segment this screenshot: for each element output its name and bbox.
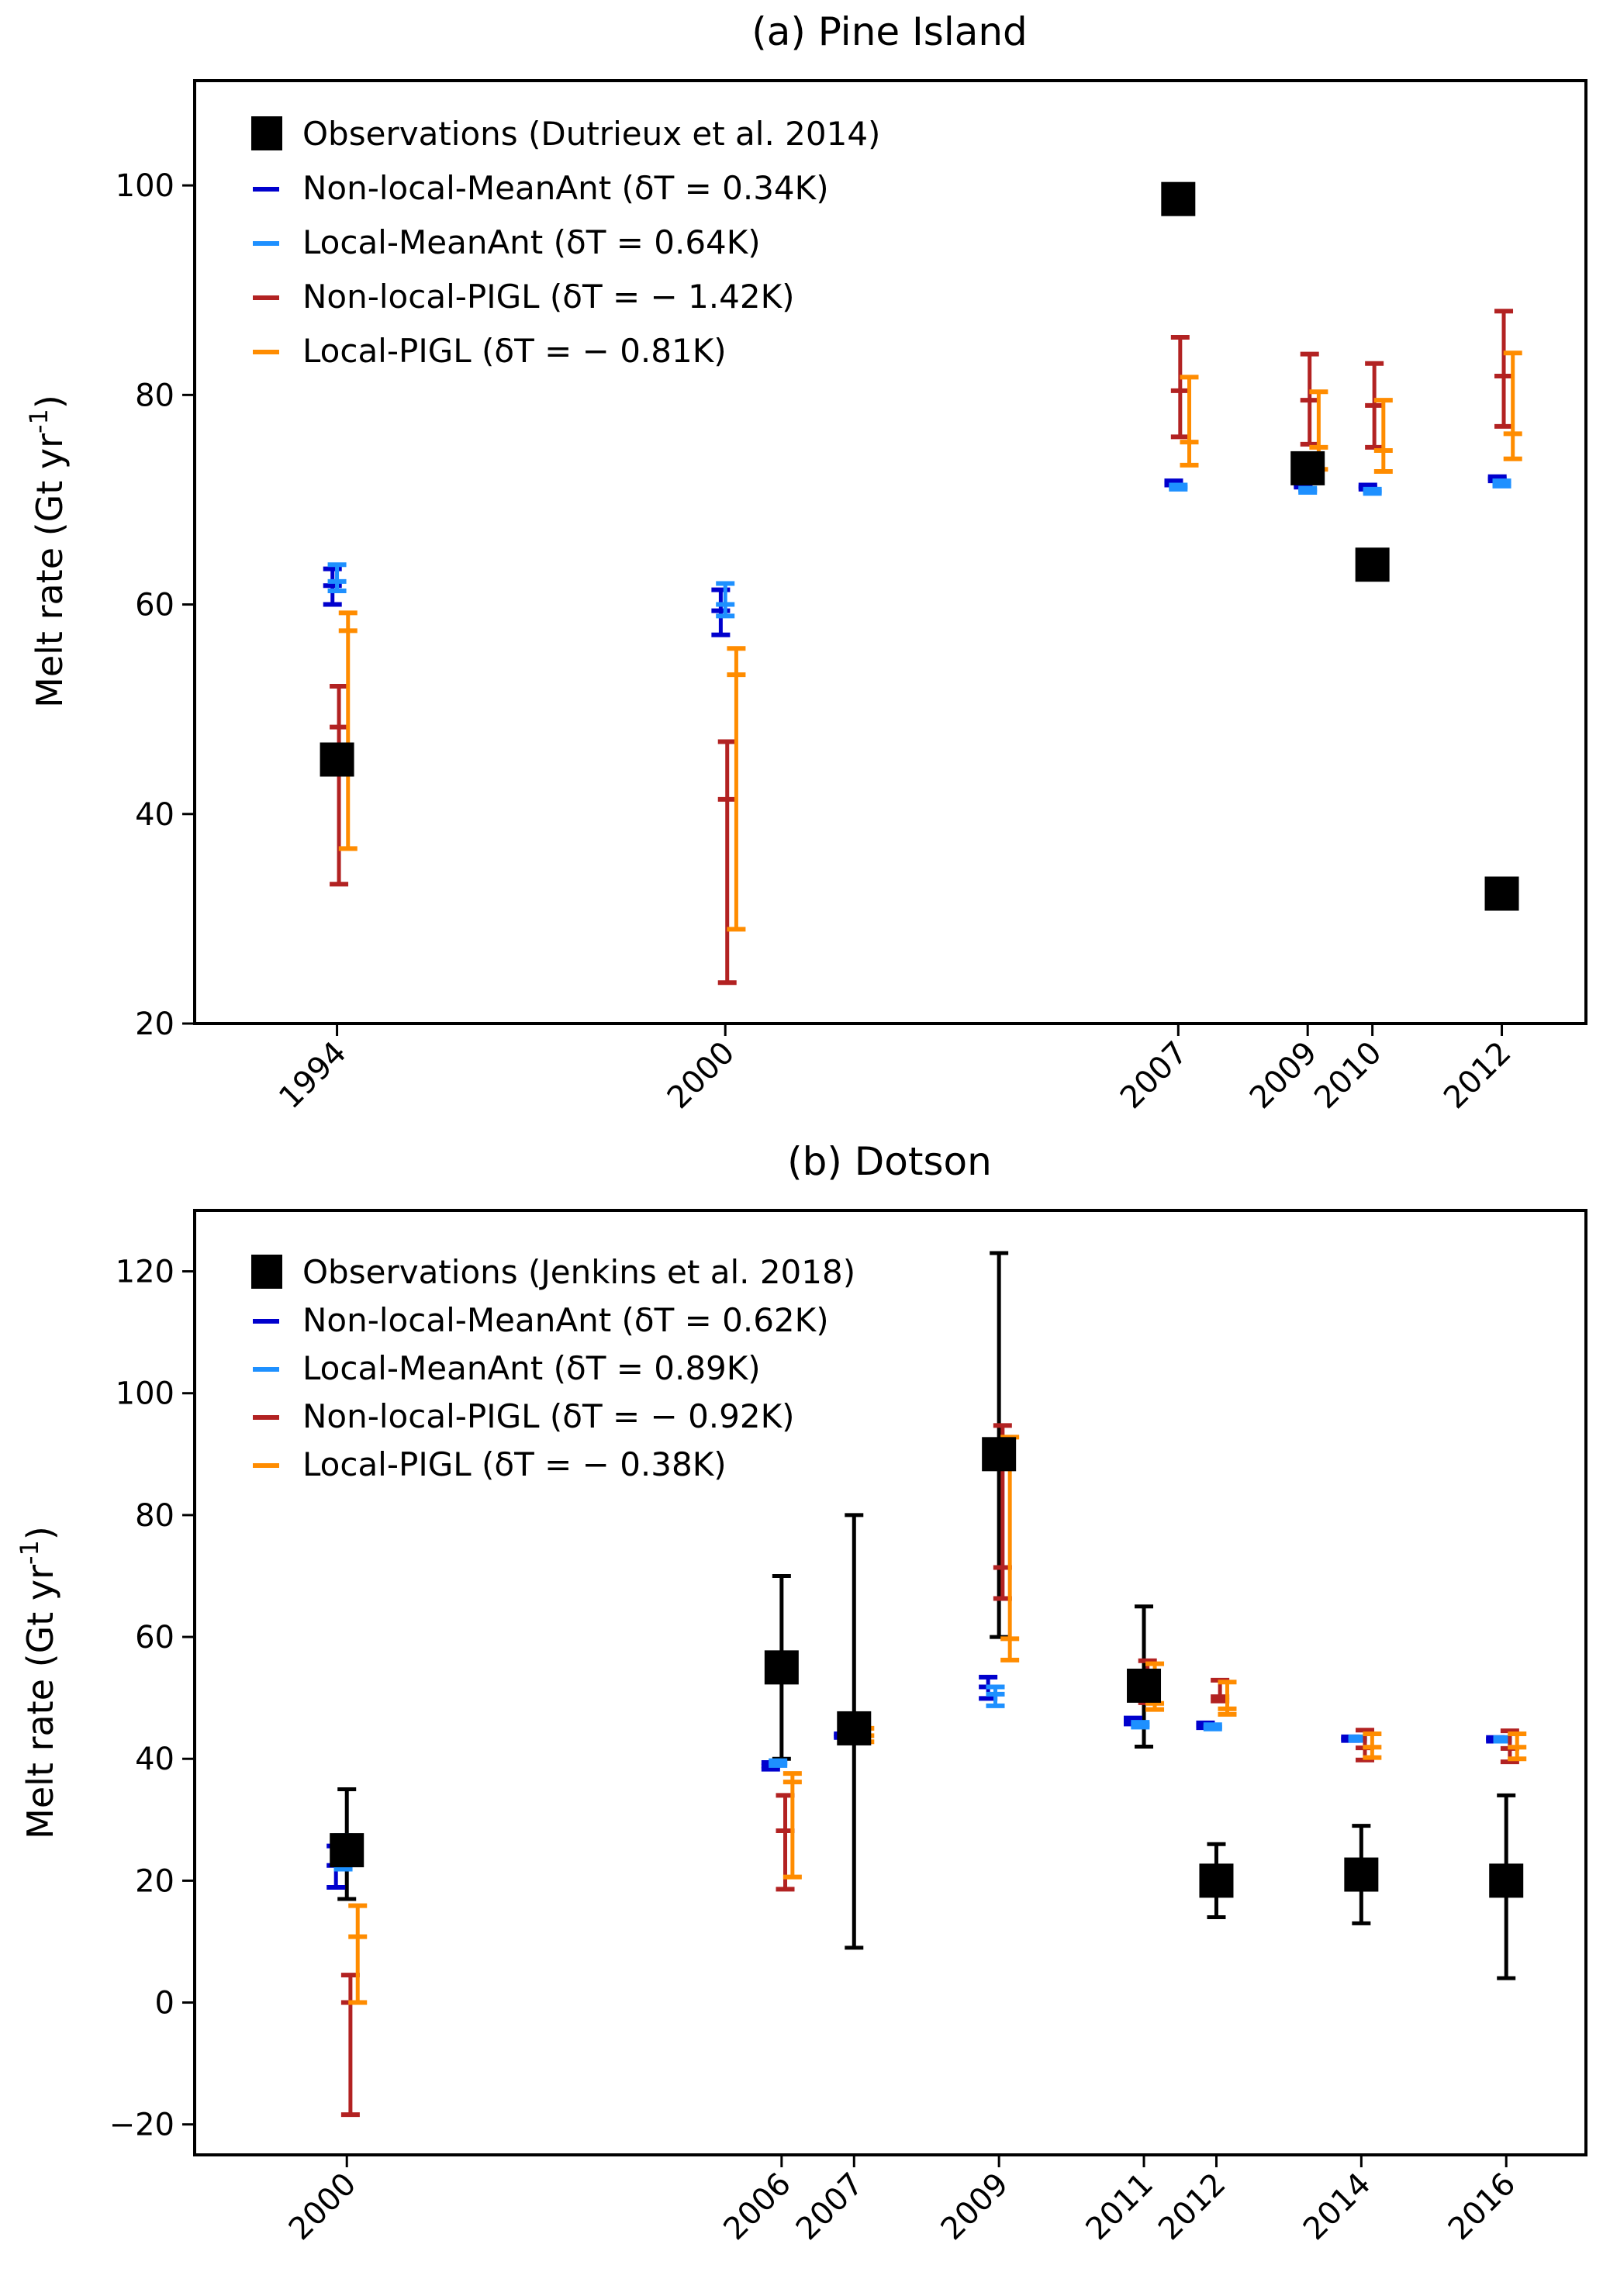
y-tick-label: 40 xyxy=(135,797,174,833)
observation-marker xyxy=(1489,1863,1524,1898)
y-tick-label: −20 xyxy=(109,2108,174,2143)
y-tick-label: 60 xyxy=(135,588,174,623)
legend-label: Non-local-MeanAnt (δT = 0.62K) xyxy=(302,1301,829,1339)
legend-swatch-square xyxy=(251,116,282,150)
y-tick-label: 80 xyxy=(135,1498,174,1534)
legend-swatch-square xyxy=(251,1255,282,1289)
y-axis-label: Melt rate (Gt yr-1) xyxy=(24,395,71,708)
observation-marker xyxy=(1355,547,1390,582)
observation-marker xyxy=(330,1833,364,1868)
y-tick-label: 40 xyxy=(135,1742,174,1777)
observation-marker xyxy=(1127,1668,1162,1703)
legend-label: Non-local-PIGL (δT = − 0.92K) xyxy=(302,1397,795,1435)
observation-marker xyxy=(982,1437,1017,1472)
y-tick-label: 100 xyxy=(116,168,174,204)
observation-marker xyxy=(1344,1857,1379,1892)
y-axis-label-superscript: -1 xyxy=(24,409,54,433)
axes-frame xyxy=(193,79,1587,1025)
y-axis-label-base: Melt rate (Gt yr xyxy=(19,1565,61,1839)
axes-frame xyxy=(193,1209,1587,2156)
data-marks xyxy=(326,1251,1527,2118)
legend-label: Local-MeanAnt (δT = 0.64K) xyxy=(302,223,761,261)
observation-marker xyxy=(1161,181,1196,216)
legend-label: Local-PIGL (δT = − 0.38K) xyxy=(302,1445,727,1483)
legend-label: Local-MeanAnt (δT = 0.89K) xyxy=(302,1349,761,1387)
legend: Observations (Dutrieux et al. 2014) Non-l… xyxy=(251,115,880,370)
y-tick-label: 120 xyxy=(116,1255,174,1290)
y-tick-label: 0 xyxy=(155,1986,174,2022)
legend-label: Observations (Jenkins et al. 2018) xyxy=(302,1253,855,1291)
panel-title: (a) Pine Island xyxy=(751,9,1028,54)
observation-marker xyxy=(1484,876,1519,911)
y-tick-label: 80 xyxy=(135,378,174,413)
observation-marker xyxy=(1199,1863,1234,1898)
observation-marker xyxy=(837,1711,872,1745)
y-axis-label-base: Melt rate (Gt yr xyxy=(29,433,71,708)
data-marks xyxy=(320,181,1522,986)
y-axis-label: Melt rate (Gt yr-1) xyxy=(15,1526,61,1839)
y-axis-label-superscript: -1 xyxy=(15,1540,44,1565)
legend-label: Non-local-PIGL (δT = − 1.42K) xyxy=(302,278,795,316)
y-tick-label: 20 xyxy=(135,1006,174,1042)
observation-marker xyxy=(320,742,354,777)
panel-title: (b) Dotson xyxy=(787,1139,992,1184)
y-tick-label: 100 xyxy=(116,1376,174,1412)
legend: Observations (Jenkins et al. 2018) Non-lo… xyxy=(251,1253,855,1483)
y-ticks: 20 40 60 80 100 xyxy=(116,168,195,1042)
observation-marker xyxy=(764,1650,799,1685)
legend-label: Non-local-MeanAnt (δT = 0.34K) xyxy=(302,169,829,207)
observation-marker xyxy=(1290,451,1325,485)
y-tick-label: 60 xyxy=(135,1620,174,1656)
y-tick-label: 20 xyxy=(135,1863,174,1899)
y-axis-label-close: ) xyxy=(19,1526,61,1540)
legend-label: Local-PIGL (δT = − 0.81K) xyxy=(302,332,727,370)
legend-label: Observations (Dutrieux et al. 2014) xyxy=(302,115,880,153)
y-axis-label-close: ) xyxy=(29,395,71,409)
y-ticks: −20 0 20 40 60 80 100 120 xyxy=(109,1255,195,2143)
